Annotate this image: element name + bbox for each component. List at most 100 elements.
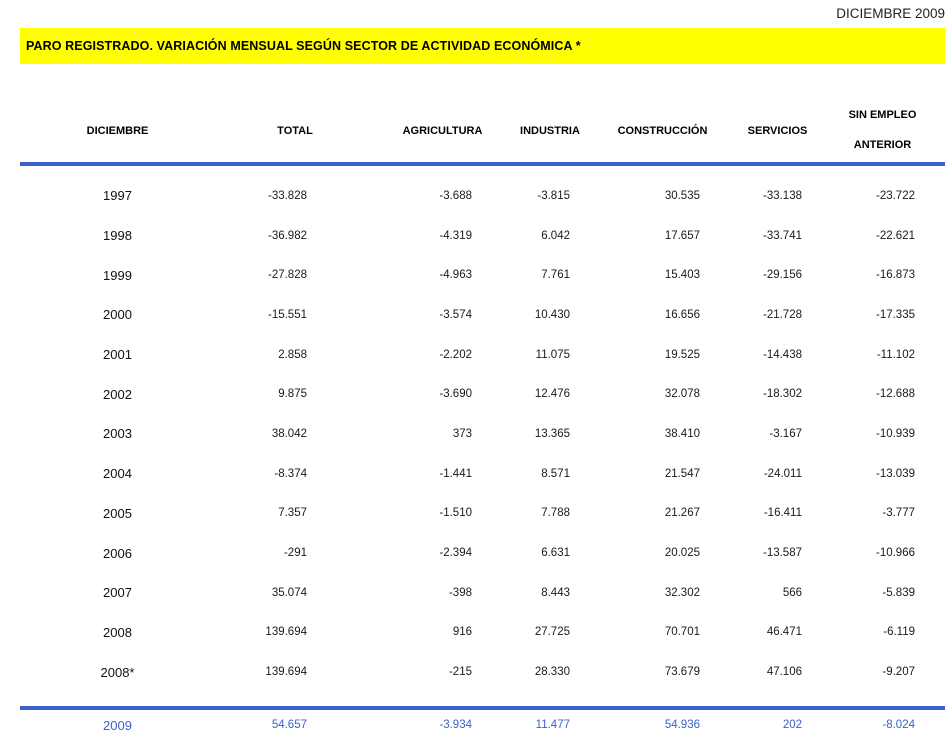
servicios-cell: -14.438 [762,348,802,361]
table-row: 2003 38.042 373 13.365 38.410 -3.167 -10… [20,414,945,454]
agricultura-cell: -1.441 [439,467,472,480]
header-cell-industria: INDUSTRIA [520,125,580,137]
sin-empleo-cell: -10.939 [875,427,915,440]
total-cell: 7.357 [278,507,307,520]
construccion-cell: 30.535 [664,189,700,202]
header-cell-diciembre: DICIEMBRE [86,125,149,137]
total-cell: -33.828 [267,189,307,202]
table-row: 2005 7.357 -1.510 7.788 21.267 -16.411 -… [20,494,945,534]
servicios-cell: -13.587 [762,547,802,560]
table-row: 1998 -36.982 -4.319 6.042 17.657 -33.741… [20,216,945,256]
header-cell-servicios: SERVICIOS [747,125,808,137]
total-cell: 2.858 [278,348,307,361]
sin-empleo-cell: -10.966 [875,547,915,560]
agricultura-cell: -215 [448,666,472,679]
data-table: DICIEMBRE TOTAL AGRICULTURA INDUSTRIA CO… [20,64,945,741]
year-cell: 1998 [103,228,132,244]
construccion-cell: 38.410 [664,427,700,440]
year-cell: 2001 [103,347,132,363]
construccion-cell: 19.525 [664,348,700,361]
agricultura-cell: -4.963 [439,269,472,282]
construccion-cell: 32.078 [664,388,700,401]
sin-empleo-cell: -3.777 [882,507,915,520]
industria-cell: 7.788 [541,507,570,520]
construccion-cell: 15.403 [664,269,700,282]
total-cell: 35.074 [271,586,307,599]
year-cell: 2005 [103,505,132,521]
industria-cell: 13.365 [534,427,570,440]
agricultura-cell: -2.202 [439,348,472,361]
sin-empleo-cell: -6.119 [883,626,915,639]
industria-cell: 7.761 [541,269,570,282]
sin-empleo-cell: -13.039 [875,467,915,480]
industria-cell: -3.815 [537,189,570,202]
table-row: 2008* 139.694 -215 28.330 73.679 47.106 … [20,652,945,692]
agricultura-cell: -1.510 [439,507,472,520]
total-rule [20,705,945,710]
total-cell: 54.657 [271,719,307,732]
total-cell: -8.374 [274,467,307,480]
agricultura-cell: -3.690 [439,388,472,401]
servicios-cell: -24.011 [763,467,802,480]
sin-empleo-cell: -12.688 [875,388,915,401]
construccion-cell: 21.547 [664,467,700,480]
industria-cell: 27.725 [534,626,570,639]
agricultura-cell: 373 [452,427,472,440]
sin-empleo-cell: -8.024 [882,719,915,732]
header-cell-construccion: CONSTRUCCIÓN [617,125,708,137]
servicios-cell: -33.741 [762,229,802,242]
servicios-cell: -16.411 [763,507,802,520]
agricultura-cell: -398 [448,586,472,599]
table-row: 2006 -291 -2.394 6.631 20.025 -13.587 -1… [20,533,945,573]
header-cell-agricultura: AGRICULTURA [402,125,483,137]
construccion-cell: 70.701 [664,626,700,639]
construccion-cell: 20.025 [664,547,700,560]
industria-cell: 6.042 [541,229,570,242]
total-cell: -291 [283,547,307,560]
construccion-cell: 54.936 [664,719,700,732]
agricultura-cell: -3.688 [439,189,472,202]
industria-cell: 11.075 [535,348,570,361]
servicios-cell: -33.138 [762,189,802,202]
table-row: 2004 -8.374 -1.441 8.571 21.547 -24.011 … [20,454,945,494]
industria-cell: 11.477 [535,719,570,732]
construccion-cell: 16.656 [664,308,700,321]
servicios-cell: 46.471 [766,626,802,639]
servicios-cell: -3.167 [769,427,802,440]
table-row: 2007 35.074 -398 8.443 32.302 566 -5.839 [20,573,945,613]
servicios-cell: -29.156 [762,269,802,282]
sin-empleo-cell: -9.207 [882,666,915,679]
year-cell: 2003 [103,426,132,442]
year-cell: 1997 [103,188,132,204]
industria-cell: 28.330 [534,666,570,679]
total-cell: -27.828 [267,269,307,282]
title-banner: PARO REGISTRADO. VARIACIÓN MENSUAL SEGÚN… [20,28,945,64]
total-cell: -36.982 [267,229,307,242]
industria-cell: 8.571 [541,467,570,480]
sin-empleo-cell: -5.839 [882,586,915,599]
table-row: 2008 139.694 916 27.725 70.701 46.471 -6… [20,613,945,653]
table-row: 2002 9.875 -3.690 12.476 32.078 -18.302 … [20,374,945,414]
header-sin-empleo-line2: ANTERIOR [853,139,912,151]
report-date: DICIEMBRE 2009 [836,6,945,21]
construccion-cell: 73.679 [664,666,700,679]
industria-cell: 8.443 [541,586,570,599]
industria-cell: 6.631 [541,547,570,560]
total-cell: 139.694 [265,666,307,679]
header-rule [20,162,945,166]
year-cell: 2008* [100,664,135,680]
total-cell: 9.875 [278,388,307,401]
construccion-cell: 21.267 [664,507,700,520]
total-cell: 38.042 [271,427,307,440]
servicios-cell: 202 [782,719,802,732]
industria-cell: 12.476 [534,388,570,401]
industria-cell: 10.430 [534,308,570,321]
year-cell: 2000 [103,307,132,323]
agricultura-cell: 916 [452,626,472,639]
header-cell-total: TOTAL [277,125,313,137]
sin-empleo-cell: -16.873 [875,269,915,282]
construccion-cell: 32.302 [664,586,700,599]
agricultura-cell: -4.319 [439,229,472,242]
sin-empleo-cell: -22.621 [875,229,915,242]
table-header-row: DICIEMBRE TOTAL AGRICULTURA INDUSTRIA CO… [20,64,945,162]
